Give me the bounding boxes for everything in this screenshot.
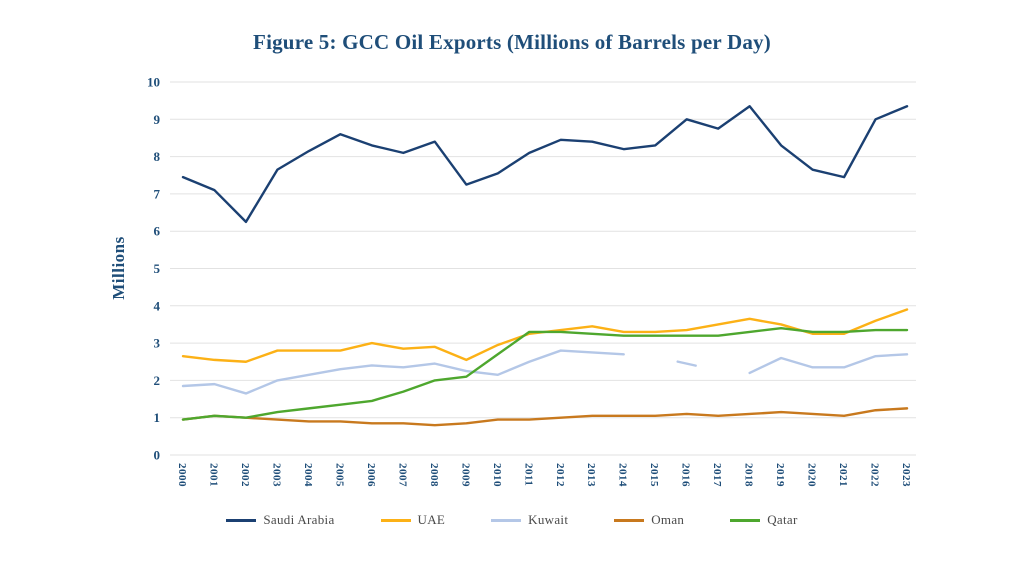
x-tick-label: 2012	[554, 463, 566, 487]
chart-title: Figure 5: GCC Oil Exports (Millions of B…	[253, 30, 771, 54]
x-tick-label: 2021	[837, 463, 849, 487]
x-tick-label: 2020	[806, 463, 818, 487]
series-line-oman	[181, 407, 909, 427]
series-line-uae	[181, 308, 909, 363]
y-tick-label: 7	[154, 186, 161, 201]
series-line-saudi-arabia	[181, 105, 909, 224]
y-tick-label: 6	[154, 224, 161, 239]
series-line-kuwait-isolated-point	[676, 360, 697, 367]
y-tick-label: 9	[154, 112, 161, 127]
x-tick-label: 2009	[459, 463, 471, 487]
y-axis-title: Millions	[109, 236, 128, 300]
x-tick-label: 2006	[365, 463, 377, 487]
x-tick-label: 2011	[522, 463, 534, 486]
legend-item-kuwait: Kuwait	[491, 512, 568, 528]
legend-item-uae: UAE	[380, 512, 446, 528]
y-tick-label: 1	[154, 410, 161, 425]
plot-area: 0 1 2 3 4 5 6 7 8 9 10 Millions 2000 2001 2002 2003 2004…	[109, 75, 916, 487]
y-tick-label: 8	[154, 149, 161, 164]
x-tick-label: 2003	[270, 463, 282, 487]
legend-label-saudi-arabia: Saudi Arabia	[263, 512, 335, 527]
y-tick-label: 10	[147, 75, 160, 90]
legend-item-oman: Oman	[614, 512, 684, 528]
x-tick-label: 2019	[774, 463, 786, 487]
x-tick-label: 2008	[428, 463, 440, 487]
legend-swatch-qatar	[730, 518, 761, 522]
x-tick-label: 2005	[333, 463, 345, 487]
legend-swatch-saudi-arabia	[226, 518, 257, 522]
legend-swatch-oman	[614, 518, 645, 522]
y-tick-label: 0	[154, 448, 161, 463]
x-tick-label: 2018	[743, 463, 755, 487]
legend-swatch-kuwait	[491, 518, 522, 522]
legend-label-kuwait: Kuwait	[528, 512, 569, 527]
x-tick-label: 2004	[302, 463, 314, 487]
x-tick-label: 2016	[680, 463, 692, 487]
y-tick-label: 5	[154, 261, 161, 276]
x-tick-label: 2023	[900, 463, 912, 487]
legend-item-saudi-arabia: Saudi Arabia	[226, 512, 334, 528]
y-tick-label: 4	[154, 298, 161, 313]
legend-swatch-uae	[380, 518, 411, 522]
y-tick-label: 2	[154, 373, 161, 388]
x-tick-label: 2001	[207, 463, 219, 487]
legend-label-uae: UAE	[417, 512, 446, 527]
series-line-qatar	[181, 326, 909, 421]
legend: Saudi Arabia UAE Kuwait Oman Qatar	[0, 512, 1024, 528]
x-tick-label: 2002	[239, 463, 251, 487]
legend-label-qatar: Qatar	[767, 512, 798, 527]
x-tick-label: 2022	[869, 463, 881, 487]
x-tick-label: 2000	[176, 463, 188, 487]
x-tick-label: 2014	[617, 463, 629, 487]
y-tick-label: 3	[154, 336, 161, 351]
x-tick-label: 2007	[396, 463, 408, 487]
x-tick-label: 2013	[585, 463, 597, 487]
series-line-kuwait	[748, 353, 909, 375]
x-tick-label: 2010	[491, 463, 503, 487]
x-tick-label: 2015	[648, 463, 660, 487]
legend-label-oman: Oman	[651, 512, 685, 527]
x-tick-label: 2017	[711, 463, 723, 487]
legend-item-qatar: Qatar	[730, 512, 797, 528]
series-line-kuwait	[181, 349, 625, 395]
